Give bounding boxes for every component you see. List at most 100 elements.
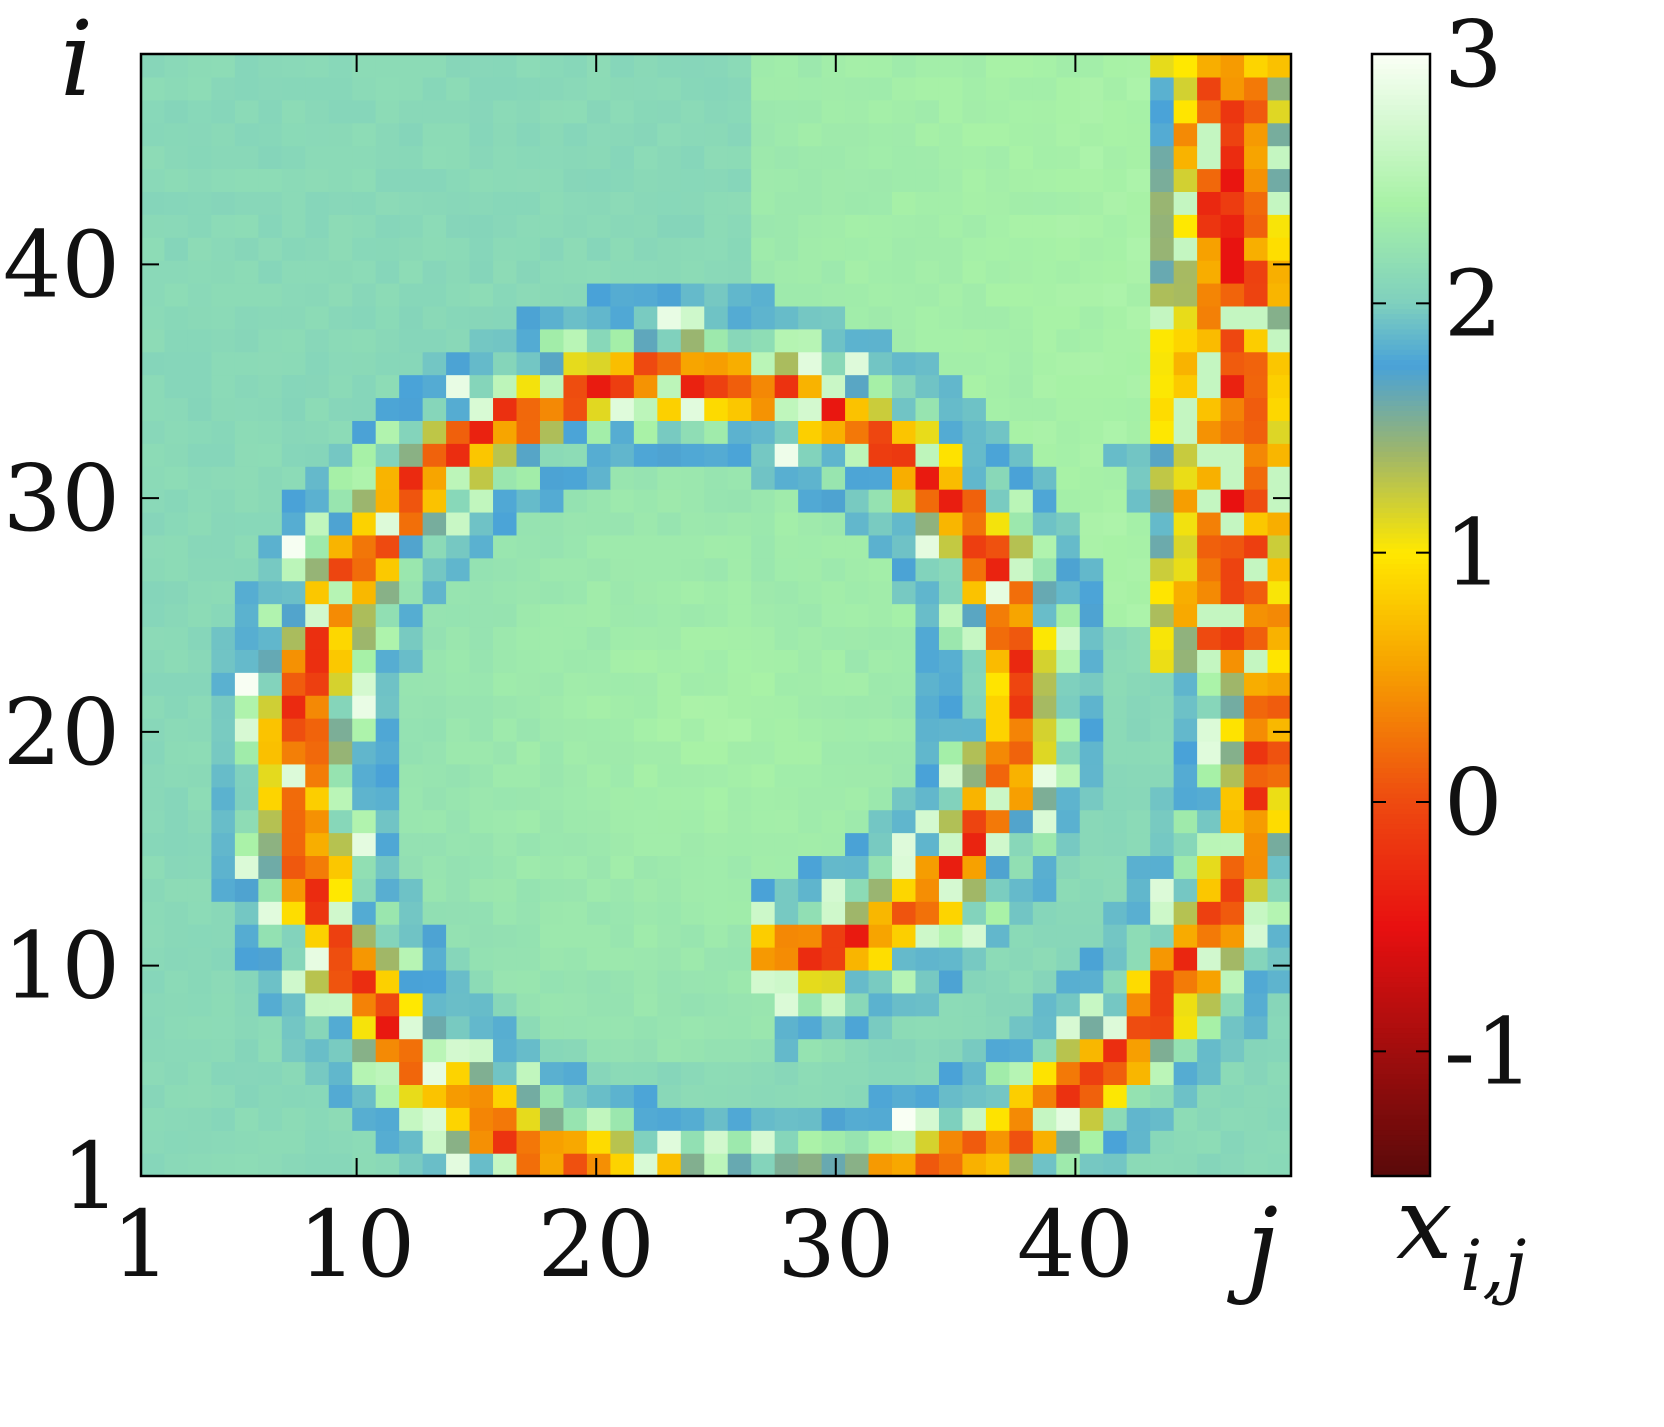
heatmap-cell <box>258 901 283 925</box>
heatmap-cell <box>328 1015 353 1040</box>
heatmap-cell <box>446 282 471 307</box>
heatmap-cell <box>845 809 870 834</box>
heatmap-cell <box>1032 1130 1057 1154</box>
heatmap-cell <box>234 763 259 788</box>
heatmap-cell <box>892 832 917 857</box>
heatmap-cell <box>1056 534 1081 559</box>
heatmap-cell <box>422 351 447 376</box>
heatmap-cell <box>469 649 494 673</box>
heatmap-cell <box>985 1153 1010 1177</box>
colorbar-segment <box>1372 125 1430 132</box>
heatmap-cell <box>469 626 494 650</box>
heatmap-cell <box>704 1061 729 1086</box>
heatmap-cell <box>187 603 213 628</box>
heatmap-cell <box>892 718 917 742</box>
heatmap-cell <box>798 649 823 673</box>
heatmap-cell <box>234 992 259 1017</box>
heatmap-cell <box>399 237 424 261</box>
heatmap-cell <box>610 718 635 742</box>
heatmap-cell <box>1220 191 1245 215</box>
heatmap-cell <box>985 924 1010 948</box>
heatmap-cell <box>1126 1084 1151 1108</box>
heatmap-cell <box>516 168 541 192</box>
heatmap-cell <box>305 695 330 719</box>
heatmap-cell <box>563 282 588 307</box>
colorbar-segment <box>1372 808 1430 815</box>
heatmap-cell <box>633 901 658 925</box>
heatmap-cell <box>234 54 259 78</box>
heatmap-cell <box>352 1061 377 1086</box>
heatmap-cell <box>258 878 283 902</box>
heatmap-cell <box>446 1015 471 1040</box>
heatmap-cell <box>563 54 588 78</box>
heatmap-cell <box>962 489 987 513</box>
heatmap-cell <box>610 603 635 628</box>
heatmap-cell <box>469 54 494 78</box>
heatmap-cell <box>446 374 471 399</box>
heatmap-cell <box>1150 603 1175 628</box>
heatmap-cell <box>680 443 705 467</box>
colorbar-segment <box>1372 431 1430 438</box>
heatmap-cell <box>704 1130 729 1154</box>
heatmap-cell <box>727 832 752 857</box>
heatmap-cell <box>962 992 987 1017</box>
heatmap-cell <box>1173 54 1198 78</box>
heatmap-cell <box>164 351 189 376</box>
heatmap-cell <box>305 374 330 399</box>
heatmap-cell <box>1197 969 1222 994</box>
heatmap-cell <box>938 626 964 650</box>
heatmap-cell <box>352 122 377 147</box>
heatmap-cell <box>516 397 541 421</box>
heatmap-cell <box>586 1061 611 1086</box>
colorbar-segment <box>1372 987 1430 994</box>
heatmap-cell <box>774 511 799 536</box>
heatmap-cell <box>1126 695 1151 719</box>
heatmap-cell <box>821 1038 846 1063</box>
colorbar-segment <box>1372 1068 1430 1075</box>
heatmap-cell <box>680 1015 705 1040</box>
heatmap-cell <box>1056 397 1081 421</box>
heatmap-cell <box>751 580 776 605</box>
heatmap-cell <box>234 420 259 444</box>
heatmap-cell <box>258 282 283 307</box>
heatmap-cell <box>798 718 823 742</box>
heatmap-cell <box>446 878 471 902</box>
heatmap-cell <box>586 695 611 719</box>
heatmap-cell <box>680 1130 705 1154</box>
heatmap-cell <box>1267 374 1292 399</box>
heatmap-cell <box>915 740 940 765</box>
heatmap-cell <box>1103 649 1128 673</box>
heatmap-cell <box>821 969 846 994</box>
heatmap-cell <box>774 54 799 78</box>
heatmap-cell <box>633 328 658 353</box>
heatmap-cell <box>1056 786 1081 811</box>
heatmap-cell <box>821 260 846 284</box>
heatmap-cell <box>141 626 166 650</box>
heatmap-cell <box>328 122 353 147</box>
heatmap-cell <box>774 489 799 513</box>
heatmap-cell <box>375 603 400 628</box>
heatmap-cell <box>281 809 306 834</box>
heatmap-cell <box>258 351 283 376</box>
heatmap-cell <box>164 809 189 834</box>
heatmap-cell <box>845 237 870 261</box>
heatmap-cell <box>211 511 236 536</box>
heatmap-cell <box>1032 305 1057 330</box>
heatmap-cell <box>1009 992 1034 1017</box>
heatmap-cell <box>1197 603 1222 628</box>
heatmap-cell <box>399 718 424 742</box>
heatmap-cell <box>1032 191 1057 215</box>
heatmap-cell <box>422 1061 447 1086</box>
heatmap-cell <box>563 374 588 399</box>
heatmap-cell <box>1150 76 1175 101</box>
heatmap-cell <box>868 924 893 948</box>
heatmap-cell <box>727 466 752 490</box>
heatmap-cell <box>493 649 518 673</box>
heatmap-cell <box>352 924 377 948</box>
heatmap-cell <box>727 1084 752 1108</box>
heatmap-cell <box>469 1038 494 1063</box>
heatmap-cell <box>845 489 870 513</box>
colorbar-segment <box>1372 451 1430 458</box>
heatmap-cell <box>704 649 729 673</box>
heatmap-cell <box>516 557 541 582</box>
